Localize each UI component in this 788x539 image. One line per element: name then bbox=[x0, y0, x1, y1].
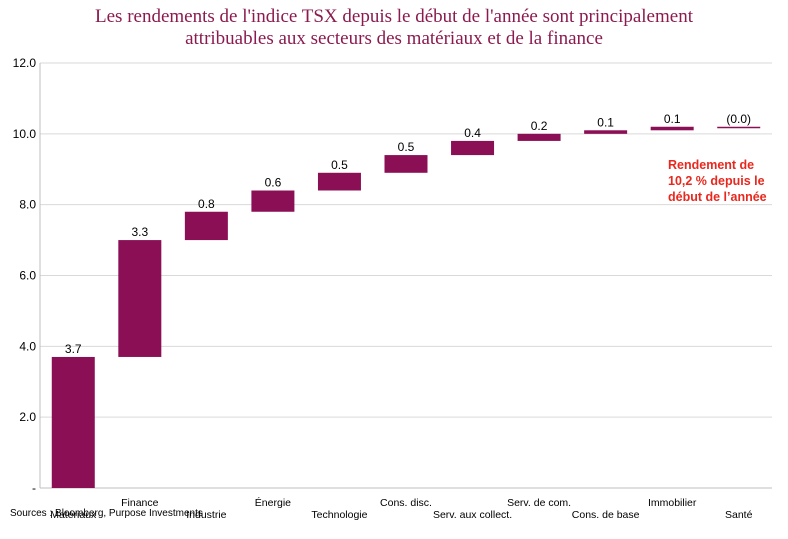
data-label: 0.5 bbox=[398, 140, 415, 154]
x-tick-label: Cons. disc. bbox=[380, 497, 432, 509]
x-tick-label: Santé bbox=[725, 509, 753, 521]
bar bbox=[650, 126, 694, 131]
x-tick-label: Serv. de com. bbox=[507, 497, 571, 509]
y-axis: - 2.0 4.0 6.0 8.0 10.0 12.0 bbox=[13, 56, 772, 495]
return-annotation: Rendement de 10,2 % depuis le début de l… bbox=[668, 157, 788, 205]
x-tick-label: Serv. aux collect. bbox=[433, 509, 512, 521]
x-axis: Matériaux Finance Industrie Énergie Technolo… bbox=[50, 496, 752, 521]
data-label: 0.6 bbox=[265, 176, 282, 190]
bar bbox=[184, 211, 228, 241]
x-tick-label: Technologie bbox=[311, 509, 367, 521]
data-label: 0.4 bbox=[464, 126, 481, 140]
bar bbox=[451, 140, 495, 156]
y-tick-label: 10.0 bbox=[13, 127, 37, 141]
bars bbox=[51, 126, 761, 488]
annotation-line-3: début de l’année bbox=[668, 190, 767, 204]
bar bbox=[118, 240, 162, 357]
data-label: 0.8 bbox=[198, 197, 215, 211]
x-tick-label: Industrie bbox=[186, 509, 226, 521]
bar bbox=[384, 155, 428, 173]
bar bbox=[51, 356, 95, 488]
y-tick-label: 6.0 bbox=[19, 269, 36, 283]
y-tick-label: 12.0 bbox=[13, 56, 37, 70]
x-tick-label: Cons. de base bbox=[572, 509, 640, 521]
y-tick-label: 4.0 bbox=[19, 339, 36, 353]
data-label: 0.1 bbox=[664, 112, 681, 126]
annotation-line-1: Rendement de bbox=[668, 158, 755, 172]
bar bbox=[717, 126, 761, 129]
data-label: 0.2 bbox=[531, 119, 548, 133]
annotation-line-2: 10,2 % depuis le bbox=[668, 174, 765, 188]
data-label: 3.7 bbox=[65, 342, 82, 356]
source-note: Sources : Bloomberg, Purpose Investments bbox=[10, 508, 203, 519]
data-label: 0.1 bbox=[597, 115, 614, 129]
gridlines bbox=[40, 62, 772, 418]
bar bbox=[251, 190, 295, 212]
data-label: 3.3 bbox=[131, 225, 148, 239]
bar bbox=[584, 130, 628, 134]
y-tick-label: 8.0 bbox=[19, 198, 36, 212]
bar bbox=[317, 172, 361, 191]
chart-title-line-1: Les rendements de l'indice TSX depuis le… bbox=[95, 6, 693, 27]
x-tick-label: Matériaux bbox=[50, 509, 97, 521]
data-labels: 3.7 3.3 0.8 0.6 0.5 0.5 0.4 0.2 0.1 0.1 (0.0) bbox=[65, 112, 751, 356]
chart-title: Les rendements de l'indice TSX depuis le… bbox=[0, 6, 788, 50]
x-tick-label: Finance bbox=[121, 497, 159, 509]
chart-title-line-2: attribuables aux secteurs des matériaux … bbox=[185, 28, 603, 49]
data-label: (0.0) bbox=[726, 112, 751, 126]
x-tick-label: Immobilier bbox=[648, 497, 697, 509]
y-tick-label: - bbox=[32, 481, 36, 495]
bar bbox=[517, 133, 561, 141]
x-tick-label: Énergie bbox=[255, 496, 291, 509]
y-tick-label: 2.0 bbox=[19, 410, 36, 424]
data-label: 0.5 bbox=[331, 158, 348, 172]
